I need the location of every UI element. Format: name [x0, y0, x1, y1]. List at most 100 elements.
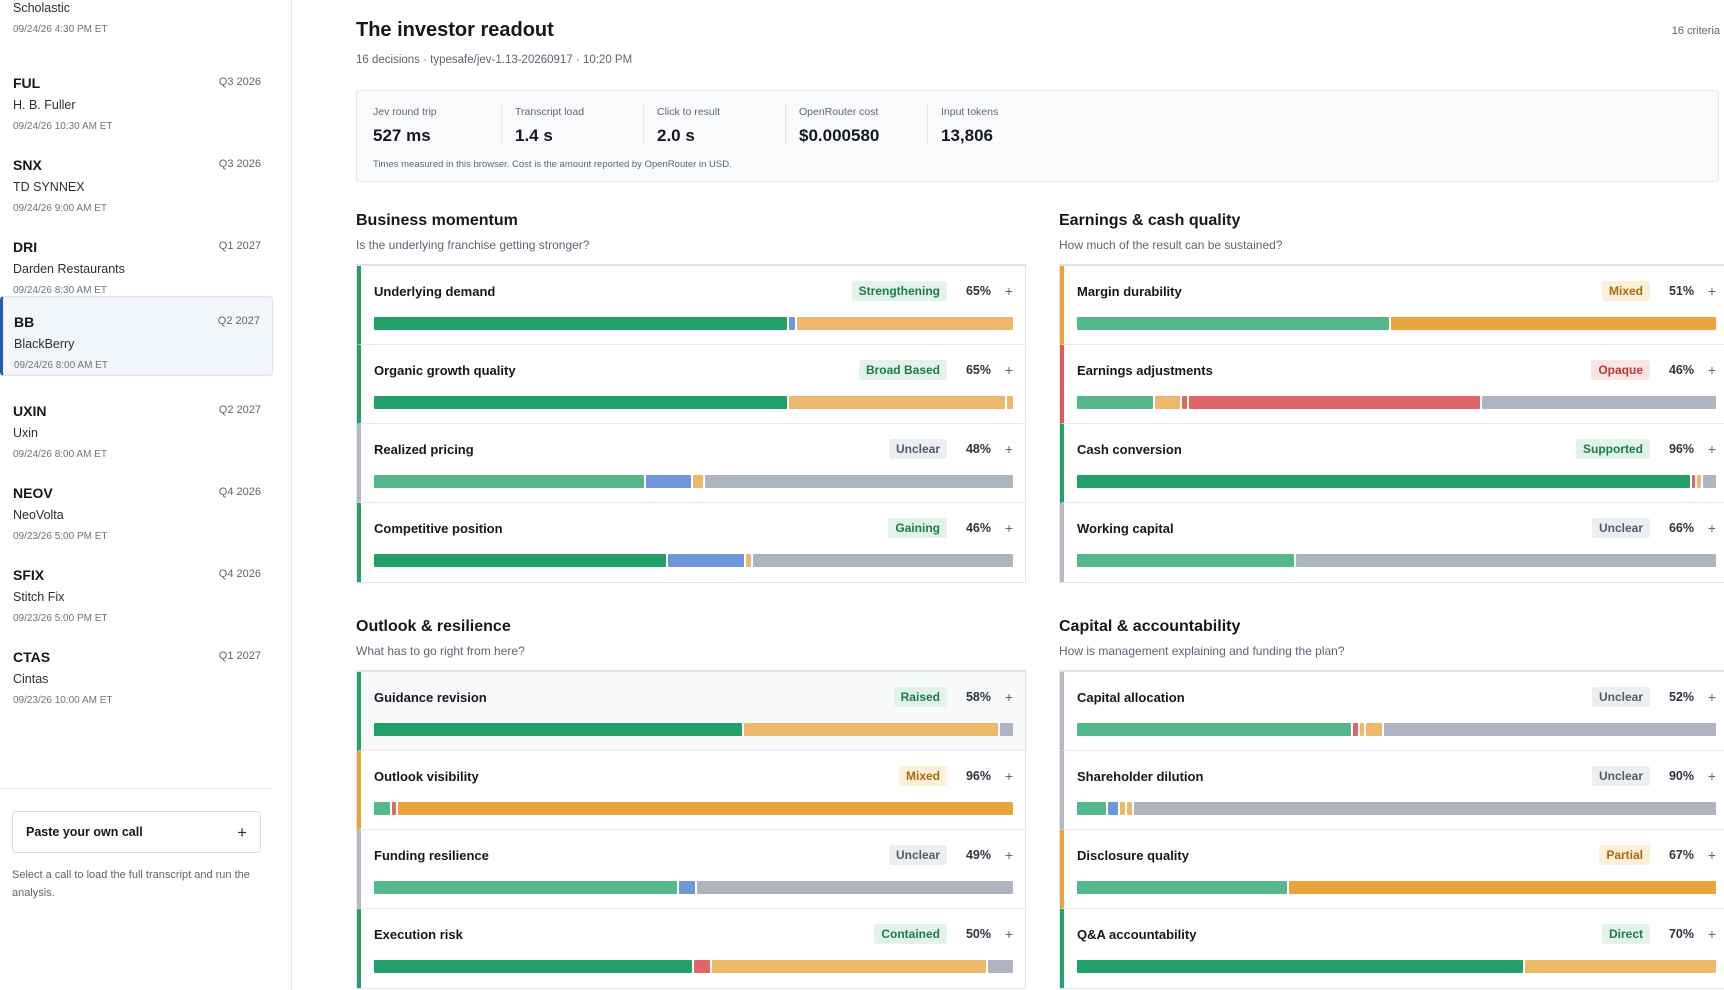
expand-plus-icon[interactable]: +: [1004, 847, 1013, 863]
verdict-badge: Broad Based: [858, 360, 947, 380]
criterion-name: Working capital: [1077, 521, 1174, 536]
expand-plus-icon[interactable]: +: [1004, 926, 1013, 942]
call-time: 09/24/26 4:30 PM ET: [13, 24, 108, 35]
criterion-card[interactable]: Margin durability Mixed 51% +: [1060, 266, 1724, 345]
criterion-name: Capital allocation: [1077, 690, 1185, 705]
confidence-percent: 52%: [1668, 690, 1694, 704]
expand-plus-icon[interactable]: +: [1004, 362, 1013, 378]
criterion-card[interactable]: Cash conversion Supported 96% +: [1060, 424, 1724, 503]
evidence-segment-light-green: [1077, 881, 1288, 894]
call-list-item[interactable]: CTAS Q1 2027 Cintas 09/23/26 10:00 AM ET: [0, 632, 273, 716]
metric-value: 527 ms: [373, 126, 431, 145]
criteria-count: 16 criteria: [1671, 25, 1720, 37]
criterion-name: Realized pricing: [374, 442, 474, 457]
paste-call-button[interactable]: Paste your own call +: [12, 811, 261, 853]
confidence-percent: 96%: [1668, 442, 1694, 456]
section-subtitle: How much of the result can be sustained?: [1059, 238, 1283, 252]
criterion-card[interactable]: Realized pricing Unclear 48% +: [357, 424, 1025, 503]
expand-plus-icon[interactable]: +: [1004, 441, 1013, 457]
evidence-segment-red: [694, 960, 710, 973]
evidence-segment-red: [1691, 475, 1696, 488]
confidence-percent: 46%: [965, 521, 991, 535]
evidence-segment-grey: [1295, 554, 1716, 567]
call-company: Darden Restaurants: [13, 262, 125, 276]
criterion-card[interactable]: Outlook visibility Mixed 96% +: [357, 751, 1025, 830]
evidence-segment-green: [1077, 475, 1690, 488]
metric-value: 13,806: [941, 126, 993, 145]
evidence-bar: [374, 723, 1013, 736]
criterion-name: Execution risk: [374, 927, 463, 942]
call-ticker: SNX: [13, 157, 42, 173]
call-ticker: CTAS: [13, 649, 51, 665]
evidence-segment-red: [392, 802, 397, 815]
expand-plus-icon[interactable]: +: [1707, 926, 1716, 942]
confidence-percent: 46%: [1668, 363, 1694, 377]
evidence-segment-light-amber: [1154, 396, 1181, 409]
call-list-item[interactable]: UXIN Q2 2027 Uxin 09/24/26 8:00 AM ET: [0, 386, 273, 470]
call-quarter: Q4 2026: [218, 486, 261, 498]
evidence-segment-blue: [667, 554, 744, 567]
expand-plus-icon[interactable]: +: [1707, 520, 1716, 536]
criterion-card[interactable]: Q&A accountability Direct 70% +: [1060, 909, 1724, 988]
criterion-card[interactable]: Underlying demand Strengthening 65% +: [357, 266, 1025, 345]
call-list-item[interactable]: SFIX Q4 2026 Stitch Fix 09/23/26 5:00 PM ET: [0, 550, 273, 634]
expand-plus-icon[interactable]: +: [1004, 768, 1013, 784]
criterion-name: Funding resilience: [374, 848, 489, 863]
verdict-badge: Supported: [1576, 439, 1650, 459]
evidence-bar: [1077, 802, 1716, 815]
criterion-card[interactable]: Funding resilience Unclear 49% +: [357, 830, 1025, 909]
expand-plus-icon[interactable]: +: [1707, 768, 1716, 784]
call-list-item[interactable]: DRI Q1 2027 Darden Restaurants 09/24/26 8:3…: [0, 222, 273, 306]
expand-plus-icon[interactable]: +: [1004, 520, 1013, 536]
call-time: 09/24/26 8:00 AM ET: [14, 360, 108, 371]
metric-separator: [643, 105, 644, 145]
metric-item: OpenRouter cost $0.000580: [799, 106, 879, 154]
criterion-card[interactable]: Guidance revision Raised 58% +: [357, 672, 1025, 751]
criterion-card[interactable]: Working capital Unclear 66% +: [1060, 503, 1724, 582]
confidence-percent: 66%: [1668, 521, 1694, 535]
criterion-card[interactable]: Shareholder dilution Unclear 90% +: [1060, 751, 1724, 830]
criterion-card[interactable]: Organic growth quality Broad Based 65% +: [357, 345, 1025, 424]
evidence-segment-light-green: [374, 802, 390, 815]
metric-item: Input tokens 13,806: [941, 106, 998, 154]
call-time: 09/24/26 10:30 AM ET: [13, 121, 113, 132]
verdict-badge: Partial: [1599, 845, 1650, 865]
expand-plus-icon[interactable]: +: [1707, 689, 1716, 705]
criterion-card[interactable]: Disclosure quality Partial 67% +: [1060, 830, 1724, 909]
evidence-segment-blue: [1108, 802, 1118, 815]
call-list-item[interactable]: SNX Q3 2026 TD SYNNEX 09/24/26 9:00 AM ET: [0, 140, 273, 224]
expand-plus-icon[interactable]: +: [1004, 283, 1013, 299]
call-list-item[interactable]: BB Q2 2027 BlackBerry 09/24/26 8:00 AM ET: [0, 296, 273, 376]
evidence-segment-grey: [697, 881, 1013, 894]
section-subtitle: Is the underlying franchise getting stro…: [356, 238, 590, 252]
criteria-card-list: Guidance revision Raised 58% + Outlook visib…: [356, 670, 1026, 989]
call-list-item[interactable]: FUL Q3 2026 H. B. Fuller 09/24/26 10:30 AM …: [0, 58, 273, 142]
expand-plus-icon[interactable]: +: [1707, 441, 1716, 457]
expand-plus-icon[interactable]: +: [1707, 847, 1716, 863]
metric-label: OpenRouter cost: [799, 106, 879, 118]
expand-plus-icon[interactable]: +: [1707, 362, 1716, 378]
evidence-segment-light-green: [1077, 317, 1390, 330]
evidence-segment-light-amber: [797, 317, 1013, 330]
criterion-card[interactable]: Competitive position Gaining 46% +: [357, 503, 1025, 582]
evidence-segment-light-amber: [788, 396, 1005, 409]
confidence-percent: 70%: [1668, 927, 1694, 941]
criterion-name: Guidance revision: [374, 690, 487, 705]
call-list-item[interactable]: Scholastic 09/24/26 4:30 PM ET: [0, 0, 273, 82]
criteria-card-list: Underlying demand Strengthening 65% + Organi…: [356, 264, 1026, 583]
confidence-percent: 49%: [965, 848, 991, 862]
criterion-card[interactable]: Capital allocation Unclear 52% +: [1060, 672, 1724, 751]
call-ticker: BB: [14, 314, 35, 330]
evidence-segment-green: [374, 396, 787, 409]
call-company: TD SYNNEX: [13, 180, 85, 194]
evidence-segment-light-amber: [1366, 723, 1383, 736]
criterion-summary: Mixed 96% +: [898, 765, 1013, 787]
evidence-segment-light-green: [1077, 802, 1107, 815]
criterion-card[interactable]: Execution risk Contained 50% +: [357, 909, 1025, 988]
expand-plus-icon[interactable]: +: [1004, 689, 1013, 705]
call-list-item[interactable]: NEOV Q4 2026 NeoVolta 09/23/26 5:00 PM ET: [0, 468, 273, 552]
expand-plus-icon[interactable]: +: [1707, 283, 1716, 299]
evidence-segment-grey: [1703, 475, 1716, 488]
call-quarter: Q2 2027: [217, 315, 260, 327]
criterion-card[interactable]: Earnings adjustments Opaque 46% +: [1060, 345, 1724, 424]
